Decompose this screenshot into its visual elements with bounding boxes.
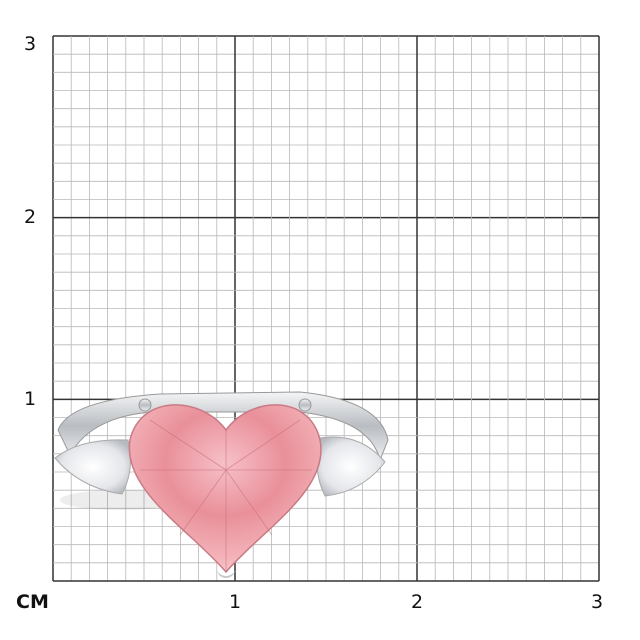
y-label-1: 1 (24, 388, 37, 410)
x-label-3: 3 (591, 591, 604, 613)
x-label-2: 2 (411, 591, 424, 613)
x-label-1: 1 (229, 591, 242, 613)
heart-gemstone (128, 398, 322, 578)
left-pear-stone (54, 439, 131, 495)
y-label-3: 3 (24, 33, 37, 55)
y-label-2: 2 (24, 206, 37, 228)
unit-label: CM (16, 591, 49, 613)
